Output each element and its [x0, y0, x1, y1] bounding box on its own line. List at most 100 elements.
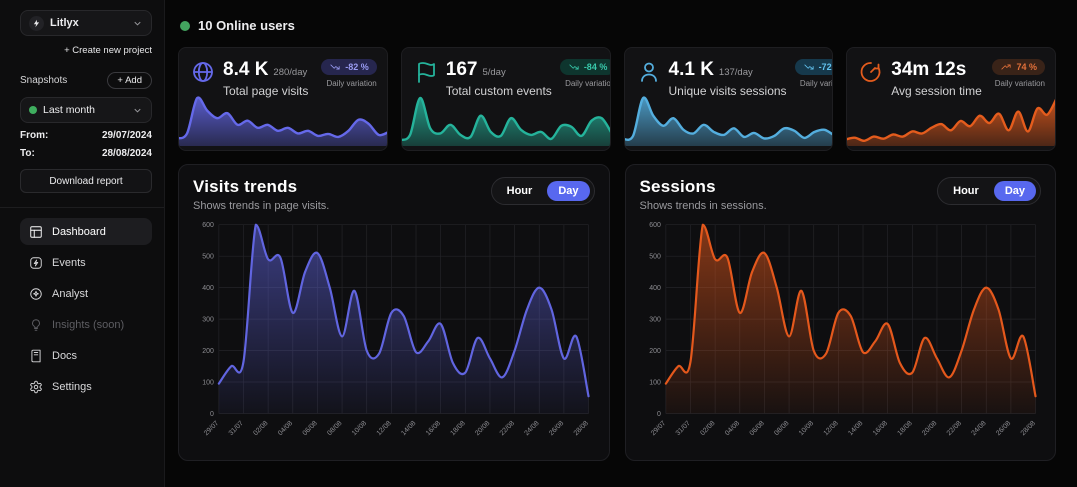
svg-text:100: 100: [202, 380, 214, 387]
svg-text:06/08: 06/08: [302, 420, 319, 437]
svg-text:600: 600: [202, 222, 214, 229]
svg-text:600: 600: [649, 222, 661, 229]
create-project-button[interactable]: + Create new project: [64, 45, 152, 56]
zap-icon: [30, 256, 42, 269]
snapshot-select[interactable]: Last month: [20, 97, 152, 123]
svg-text:02/08: 02/08: [252, 420, 269, 437]
hour-button[interactable]: Hour: [496, 181, 544, 201]
interval-toggle: Hour Day: [937, 177, 1041, 205]
chevron-down-icon: [134, 108, 141, 113]
svg-text:02/08: 02/08: [699, 420, 716, 437]
svg-text:100: 100: [649, 380, 661, 387]
stat-title: Unique visits sessions: [668, 84, 787, 98]
stat-per-day: 5/day: [482, 67, 506, 78]
svg-text:12/08: 12/08: [822, 420, 839, 437]
svg-text:29/07: 29/07: [203, 420, 220, 437]
project-name: Litlyx: [50, 17, 79, 29]
variation-label: Daily variation: [799, 79, 833, 88]
svg-text:28/08: 28/08: [573, 420, 590, 437]
project-selector[interactable]: Litlyx: [20, 10, 152, 36]
to-label: To:: [20, 148, 35, 159]
sidebar-item-insights[interactable]: Insights (soon): [20, 311, 152, 338]
svg-text:22/08: 22/08: [499, 420, 516, 437]
stat-card-unique-sessions: 4.1 K 137/day Unique visits sessions -72 …: [623, 47, 834, 151]
svg-text:31/07: 31/07: [674, 420, 691, 437]
sidebar-item-dashboard[interactable]: Dashboard: [20, 218, 152, 245]
svg-text:08/08: 08/08: [326, 420, 343, 437]
custom-events-sparkline: [401, 92, 610, 146]
lightbulb-icon: [32, 318, 40, 331]
svg-text:16/08: 16/08: [425, 420, 442, 437]
stat-card-session-time: 34m 12s Avg session time 74 % Daily vari…: [846, 47, 1056, 151]
svg-text:26/08: 26/08: [995, 420, 1012, 437]
stat-value: 167: [445, 59, 478, 80]
hour-button[interactable]: Hour: [942, 181, 990, 201]
session-time-sparkline: [847, 92, 1055, 146]
stat-title: Total custom events: [445, 84, 552, 98]
sidebar: Litlyx + Create new project Snapshots + …: [0, 0, 165, 487]
litlyx-logo-icon: [29, 15, 44, 31]
svg-text:14/08: 14/08: [847, 420, 864, 437]
trending-up-icon: [1001, 64, 1012, 70]
sidebar-item-docs[interactable]: Docs: [20, 342, 152, 369]
svg-text:200: 200: [649, 348, 661, 355]
svg-text:500: 500: [202, 254, 214, 261]
panel-subtitle: Shows trends in sessions.: [639, 200, 767, 212]
stat-title: Total page visits: [223, 84, 309, 98]
add-snapshot-button[interactable]: + Add: [107, 72, 152, 89]
sidebar-divider: [0, 207, 164, 208]
svg-text:16/08: 16/08: [871, 420, 888, 437]
interval-toggle: Hour Day: [490, 177, 595, 205]
stat-value: 8.4 K: [223, 59, 269, 80]
svg-text:29/07: 29/07: [650, 420, 667, 437]
svg-text:18/08: 18/08: [896, 420, 913, 437]
day-button[interactable]: Day: [547, 181, 590, 201]
online-dot-icon: [180, 20, 190, 31]
unique-sessions-sparkline: [624, 92, 833, 146]
sidebar-item-events[interactable]: Events: [20, 249, 152, 276]
stat-value: 34m 12s: [891, 59, 967, 80]
download-report-button[interactable]: Download report: [20, 169, 152, 193]
to-date-value: 28/08/2024: [101, 148, 152, 159]
timer-icon: [859, 60, 883, 84]
svg-text:400: 400: [649, 285, 661, 292]
variation-badge: -72 %: [794, 59, 833, 75]
gear-icon: [30, 380, 42, 393]
dashboard-icon: [30, 225, 42, 238]
svg-text:24/08: 24/08: [970, 420, 987, 437]
sidebar-item-analyst[interactable]: Analyst: [20, 280, 152, 307]
svg-text:24/08: 24/08: [523, 420, 540, 437]
day-button[interactable]: Day: [993, 181, 1036, 201]
svg-text:0: 0: [657, 411, 661, 418]
svg-text:500: 500: [649, 254, 661, 261]
chevron-down-icon: [134, 21, 141, 26]
svg-text:20/08: 20/08: [921, 420, 938, 437]
variation-label: Daily variation: [565, 79, 611, 88]
trending-down-icon: [803, 64, 814, 70]
svg-text:300: 300: [649, 317, 661, 324]
snapshots-label: Snapshots: [20, 75, 68, 86]
svg-text:400: 400: [202, 285, 214, 292]
svg-text:10/08: 10/08: [351, 420, 368, 437]
svg-text:12/08: 12/08: [376, 420, 393, 437]
svg-text:31/07: 31/07: [228, 420, 245, 437]
panel-subtitle: Shows trends in page visits.: [193, 200, 330, 212]
snapshot-selected-value: Last month: [43, 104, 95, 116]
svg-text:06/08: 06/08: [748, 420, 765, 437]
variation-badge: -82 %: [321, 59, 377, 75]
stat-per-day: 137/day: [718, 67, 753, 78]
svg-text:08/08: 08/08: [773, 420, 790, 437]
snapshot-dot-icon: [29, 106, 37, 114]
sidebar-item-settings[interactable]: Settings: [20, 373, 152, 400]
sidebar-nav: Dashboard Events Analyst Insights (soon)…: [20, 218, 152, 400]
stat-cards-row: 8.4 K 280/day Total page visits -82 % Dai…: [178, 47, 1056, 151]
sessions-chart: 0 100 200 300 400 500 600 29/07 31/07 02/08 04/08 0…: [649, 222, 1037, 437]
panel-title: Sessions: [639, 177, 716, 196]
book-icon: [31, 349, 41, 362]
visits-trends-panel: Visits trends Shows trends in page visit…: [178, 164, 610, 461]
stat-card-custom-events: 167 5/day Total custom events -84 % Daily…: [400, 47, 611, 151]
svg-text:04/08: 04/08: [723, 420, 740, 437]
stat-per-day: 280/day: [273, 67, 308, 78]
svg-text:28/08: 28/08: [1019, 420, 1036, 437]
